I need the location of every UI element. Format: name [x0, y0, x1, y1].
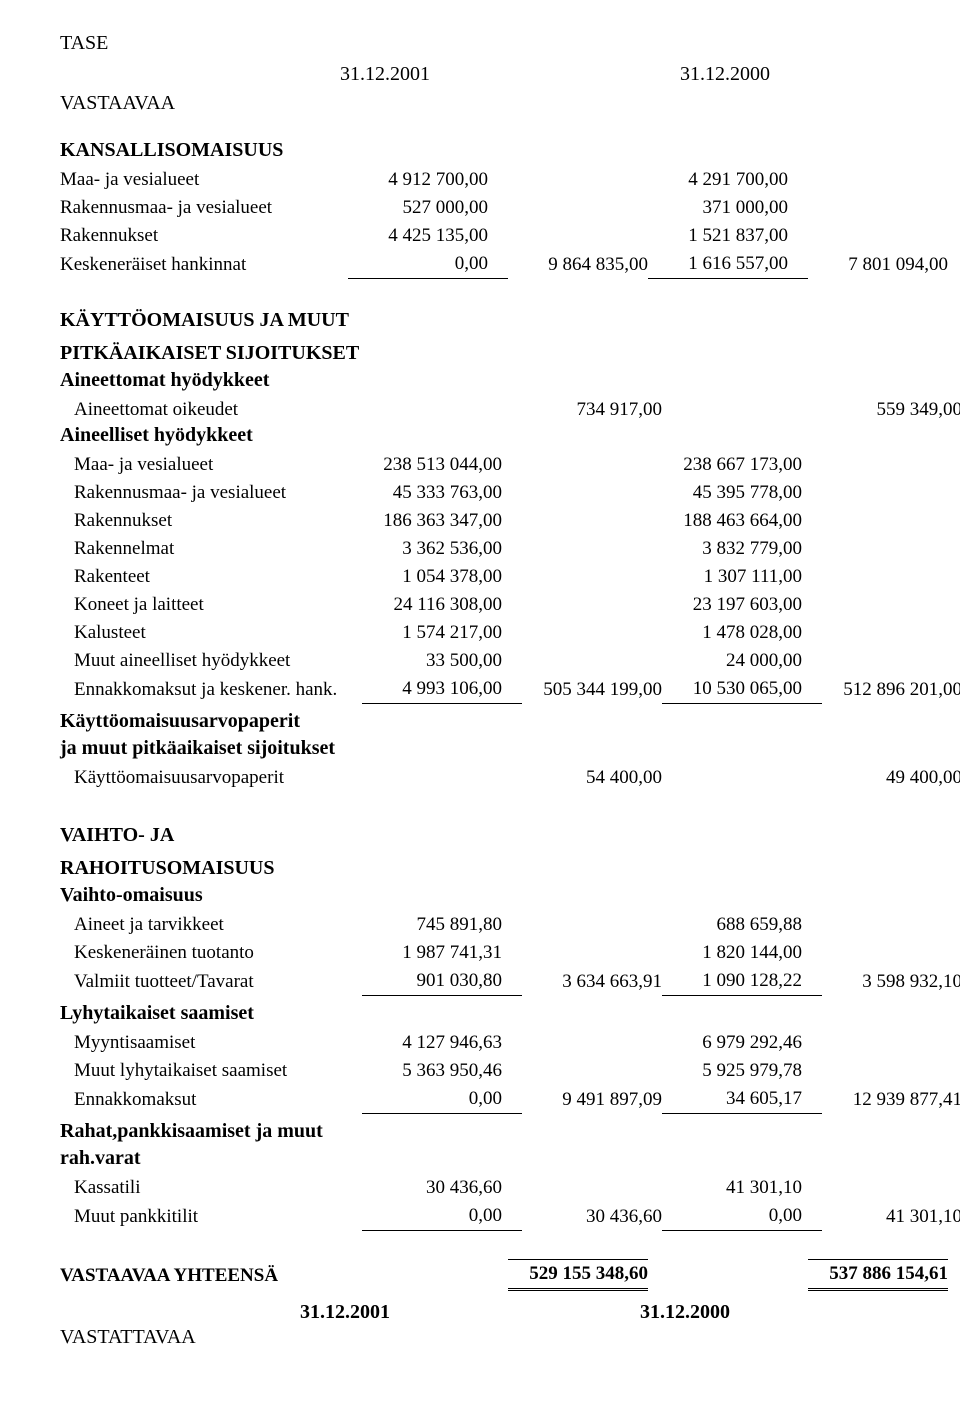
section-kayttoomaisuus-1: KÄYTTÖOMAISUUS JA MUUT [60, 309, 900, 332]
table-row: Kalusteet1 574 217,001 478 028,00 [60, 619, 960, 647]
table-row: Muut pankkitilit0,0030 436,600,0041 301,… [60, 1202, 960, 1231]
date-header: 31.12.2001 31.12.2000 [340, 63, 900, 86]
footer-date-2: 31.12.2000 [640, 1301, 730, 1324]
subsection-vaihto-omaisuus: Vaihto-omaisuus [60, 884, 900, 907]
subsection-lyhytaikaiset: Lyhytaikaiset saamiset [60, 1002, 900, 1025]
table-row: Ennakkomaksut0,009 491 897,0934 605,1712… [60, 1085, 960, 1114]
table-row: Koneet ja laitteet24 116 308,0023 197 60… [60, 591, 960, 619]
footer-dates: 31.12.2001 31.12.2000 [300, 1301, 900, 1324]
table-row: Myyntisaamiset4 127 946,636 979 292,46 [60, 1029, 960, 1057]
section-vaihto-1: VAIHTO- JA [60, 824, 900, 847]
subtitle: VASTAAVAA [60, 92, 900, 115]
table-row: Ennakkomaksut ja keskener. hank.4 993 10… [60, 675, 960, 704]
subsection-rahat-1: Rahat,pankkisaamiset ja muut [60, 1120, 900, 1143]
table-row: Aineettomat oikeudet734 917,00559 349,00 [60, 396, 960, 424]
page-title: TASE [60, 32, 900, 55]
section-kansallisomaisuus: KANSALLISOMAISUUS [60, 139, 900, 162]
subsection-rahat-2: rah.varat [60, 1147, 900, 1170]
table-row: Rakennukset4 425 135,001 521 837,00 [60, 222, 948, 250]
balance-sheet-page: TASE 31.12.2001 31.12.2000 VASTAAVAA KAN… [0, 0, 960, 1381]
total-row: VASTAAVAA YHTEENSÄ 529 155 348,60 537 88… [60, 1260, 948, 1290]
subsection-aineettomat: Aineettomat hyödykkeet [60, 369, 900, 392]
table-row: Muut lyhytaikaiset saamiset5 363 950,465… [60, 1057, 960, 1085]
table-row: Aineet ja tarvikkeet745 891,80688 659,88 [60, 911, 960, 939]
table-row: Kassatili30 436,6041 301,10 [60, 1174, 960, 1202]
table-row: Muut aineelliset hyödykkeet33 500,0024 0… [60, 647, 960, 675]
table-row: Rakennelmat3 362 536,003 832 779,00 [60, 535, 960, 563]
section-vaihto-2: RAHOITUSOMAISUUS [60, 857, 900, 880]
date-col-2: 31.12.2000 [680, 63, 770, 86]
table-kap: Käyttöomaisuusarvopaperit54 400,0049 400… [60, 764, 960, 792]
subsection-kap-1: Käyttöomaisuusarvopaperit [60, 710, 900, 733]
table-row: Rakennusmaa- ja vesialueet527 000,00371 … [60, 194, 948, 222]
table-kansallisomaisuus: Maa- ja vesialueet4 912 700,004 291 700,… [60, 166, 948, 285]
section-kayttoomaisuus-2: PITKÄAIKAISET SIJOITUKSET [60, 342, 900, 365]
table-row: Maa- ja vesialueet4 912 700,004 291 700,… [60, 166, 948, 194]
subsection-aineelliset: Aineelliset hyödykkeet [60, 424, 900, 447]
subsection-kap-2: ja muut pitkäaikaiset sijoitukset [60, 737, 900, 760]
table-row: Maa- ja vesialueet238 513 044,00238 667 … [60, 451, 960, 479]
table-rp: Kassatili30 436,6041 301,10 Muut pankkit… [60, 1174, 960, 1237]
table-row: Keskeneräiset hankinnat0,009 864 835,001… [60, 250, 948, 279]
table-aineettomat: Aineettomat oikeudet734 917,00559 349,00 [60, 396, 960, 424]
table-aineelliset: Maa- ja vesialueet238 513 044,00238 667 … [60, 451, 960, 710]
table-total: VASTAAVAA YHTEENSÄ 529 155 348,60 537 88… [60, 1259, 948, 1291]
table-row: Valmiit tuotteet/Tavarat901 030,803 634 … [60, 967, 960, 996]
date-col-1: 31.12.2001 [340, 63, 680, 86]
table-vo: Aineet ja tarvikkeet745 891,80688 659,88… [60, 911, 960, 1002]
footer-subtitle: VASTATTAVAA [60, 1326, 900, 1349]
table-row: Rakennukset186 363 347,00188 463 664,00 [60, 507, 960, 535]
table-row: Rakennusmaa- ja vesialueet45 333 763,004… [60, 479, 960, 507]
table-row: Käyttöomaisuusarvopaperit54 400,0049 400… [60, 764, 960, 792]
table-row: Keskeneräinen tuotanto1 987 741,311 820 … [60, 939, 960, 967]
table-ls: Myyntisaamiset4 127 946,636 979 292,46 M… [60, 1029, 960, 1120]
table-row: Rakenteet1 054 378,001 307 111,00 [60, 563, 960, 591]
footer-date-1: 31.12.2001 [300, 1301, 640, 1324]
